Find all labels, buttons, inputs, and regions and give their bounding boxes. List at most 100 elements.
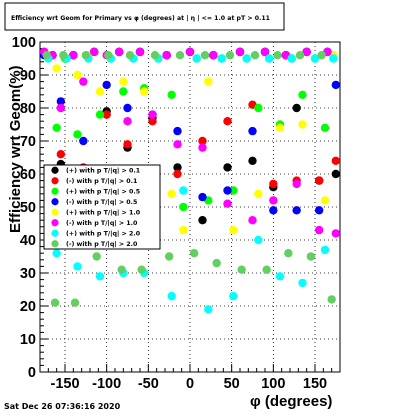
data-point [242, 54, 251, 63]
data-point [198, 192, 207, 202]
data-point [164, 252, 174, 261]
data-point [204, 77, 213, 86]
legend-entry-label: (-) with p T/|q| > 0.5 [66, 199, 137, 207]
data-point [123, 103, 132, 113]
data-point [150, 51, 160, 60]
data-point [287, 54, 296, 63]
data-point [320, 196, 330, 205]
data-point [179, 186, 188, 195]
data-point [73, 130, 82, 139]
y-tick-label: 10 [20, 332, 36, 348]
data-point [250, 51, 260, 60]
data-point [200, 51, 210, 60]
legend-entry-label: (+) with p T/|q| > 0.1 [66, 168, 140, 176]
y-tick-label: 40 [20, 233, 36, 249]
x-tick-label: -150 [50, 376, 79, 392]
data-point [298, 90, 307, 100]
data-point [229, 186, 238, 195]
data-point [79, 136, 88, 146]
x-tick-label: 0 [186, 376, 194, 392]
data-point [331, 80, 341, 90]
data-point [95, 110, 105, 119]
data-point [212, 258, 221, 268]
data-point [56, 103, 66, 113]
data-point [167, 189, 176, 198]
data-point [275, 123, 285, 132]
data-point [92, 252, 101, 261]
data-point [314, 176, 324, 185]
data-point [264, 54, 274, 63]
data-point [237, 265, 246, 274]
legend-marker [51, 198, 59, 206]
data-point [331, 169, 341, 179]
legend-marker [51, 166, 59, 174]
legend-marker [51, 219, 59, 227]
data-point [173, 140, 182, 149]
data-point [52, 64, 61, 73]
x-tick-label: -100 [92, 376, 121, 392]
data-point [254, 235, 263, 245]
legend-marker [51, 177, 59, 185]
data-point [248, 156, 257, 165]
data-point [102, 80, 111, 90]
data-point [167, 291, 176, 301]
legend-marker [51, 187, 59, 195]
data-point [310, 54, 320, 63]
data-point [314, 206, 324, 215]
legend-entry-label: (-) with p T/|q| > 2.0 [66, 241, 138, 249]
y-tick-label: 100 [12, 35, 36, 51]
data-point [95, 87, 105, 96]
data-point [317, 51, 326, 60]
chart-title: Efficiency wrt Geom for Primary vs φ (de… [11, 15, 270, 23]
data-point [248, 126, 257, 136]
data-point [198, 136, 207, 146]
data-point [223, 163, 232, 172]
x-axis-label: φ (degrees) [250, 393, 332, 410]
data-point [173, 169, 182, 179]
data-point [135, 47, 145, 57]
data-point [173, 163, 182, 172]
data-point [148, 110, 157, 119]
data-point [50, 298, 60, 307]
data-point [223, 199, 232, 208]
timestamp: Sat Dec 26 07:36:16 2020 [4, 402, 121, 411]
data-point [298, 120, 307, 129]
data-point [329, 54, 338, 63]
data-point [117, 265, 126, 274]
data-point [292, 103, 301, 113]
data-point [292, 206, 301, 215]
y-tick-label: 0 [28, 365, 36, 381]
data-point [59, 51, 68, 60]
legend: (+) with p T/|q| > 0.1 (-) with p T/|q| >… [43, 164, 161, 250]
data-point [269, 206, 278, 215]
data-point [229, 225, 238, 235]
data-point [167, 90, 176, 100]
data-point [331, 156, 341, 165]
data-point [273, 51, 282, 60]
data-point [179, 202, 188, 212]
x-tick-label: 50 [224, 376, 240, 392]
data-point [320, 123, 330, 132]
data-point [306, 252, 316, 261]
legend-entry-label: (+) with p T/|q| > 2.0 [66, 231, 141, 239]
legend-entry-label: (-) with p T/|q| > 1.0 [66, 220, 138, 228]
data-point [139, 87, 149, 96]
data-point [295, 51, 305, 60]
data-points [39, 47, 341, 314]
data-point [198, 216, 207, 225]
title-box: Efficiency wrt Geom for Primary vs φ (de… [4, 2, 285, 31]
legend-entry-label: (-) with p T/|q| > 0.1 [66, 178, 137, 186]
data-point [179, 225, 188, 235]
data-point [262, 265, 271, 274]
data-point [95, 272, 105, 281]
data-point [331, 229, 341, 238]
data-point [89, 47, 99, 57]
y-tick-label: 70 [20, 134, 36, 150]
data-point [175, 51, 185, 60]
data-point [229, 291, 238, 301]
data-point [204, 305, 213, 314]
data-point [52, 249, 61, 258]
y-tick-label: 30 [20, 266, 36, 282]
data-point [73, 70, 82, 80]
y-tick-label: 90 [20, 68, 36, 84]
